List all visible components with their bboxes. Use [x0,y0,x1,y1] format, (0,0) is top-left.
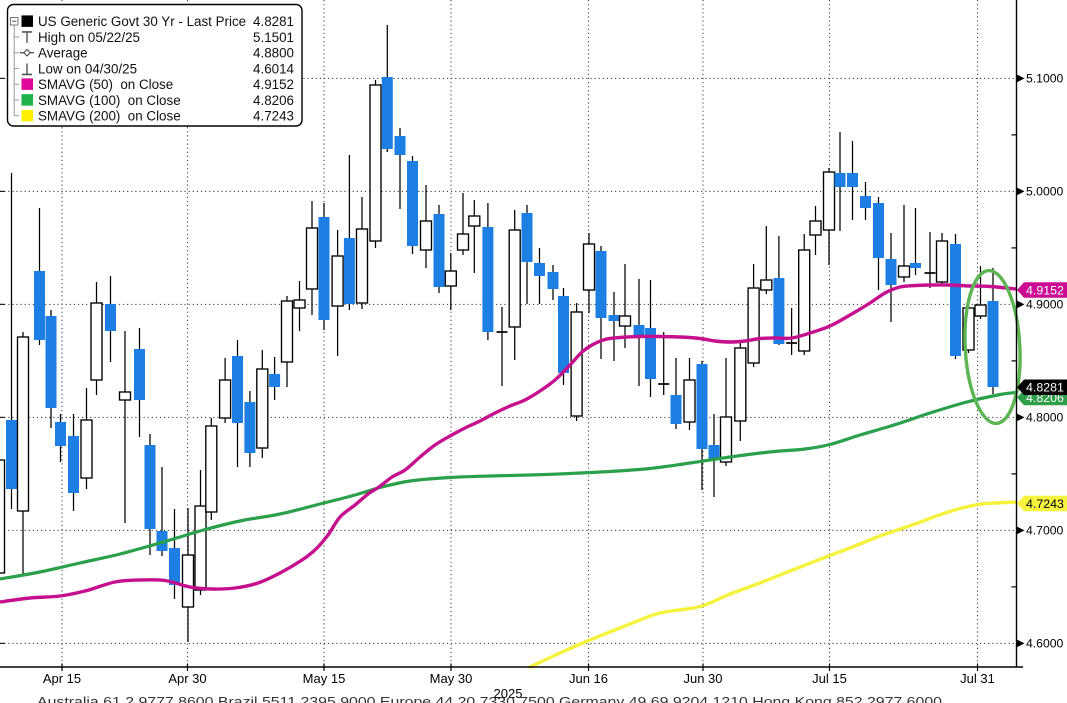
svg-text:Low on 04/30/25: Low on 04/30/25 [38,61,137,76]
svg-text:Jul 31: Jul 31 [960,671,995,686]
svg-text:4.9000: 4.9000 [1026,298,1063,312]
svg-text:4.8800: 4.8800 [253,46,294,61]
svg-text:Australia 61 2 9777 8600 Brazi: Australia 61 2 9777 8600 Brazil 5511 239… [37,694,942,703]
svg-text:Jun 30: Jun 30 [683,671,722,686]
svg-text:4.9152: 4.9152 [1026,283,1064,297]
svg-text:4.6014: 4.6014 [253,61,295,76]
svg-text:4.7243: 4.7243 [1026,497,1064,511]
svg-text:4.9152: 4.9152 [253,77,294,92]
svg-text:May 15: May 15 [303,671,346,686]
svg-text:US Generic Govt 30 Yr - Last P: US Generic Govt 30 Yr - Last Price [38,14,246,29]
svg-text:Jun 16: Jun 16 [569,671,608,686]
svg-text:SMAVG (50) on Close: SMAVG (50) on Close [38,77,173,92]
svg-text:2025: 2025 [494,686,523,701]
svg-text:4.7000: 4.7000 [1026,524,1063,538]
svg-text:4.7243: 4.7243 [253,109,294,124]
svg-text:5.1000: 5.1000 [1026,72,1063,86]
svg-text:5.1501: 5.1501 [253,30,294,45]
svg-text:4.8206: 4.8206 [253,93,294,108]
svg-text:5.0000: 5.0000 [1026,185,1063,199]
svg-text:4.8281: 4.8281 [1026,381,1064,395]
svg-text:High on 05/22/25: High on 05/22/25 [38,30,140,45]
svg-text:4.6000: 4.6000 [1026,637,1063,651]
svg-text:Average: Average [38,46,88,61]
svg-text:4.8281: 4.8281 [253,14,294,29]
svg-text:SMAVG (100) on Close: SMAVG (100) on Close [38,93,181,108]
svg-text:Apr 15: Apr 15 [43,671,81,686]
svg-text:May 30: May 30 [430,671,473,686]
svg-text:4.8000: 4.8000 [1026,411,1063,425]
svg-text:Apr 30: Apr 30 [168,671,206,686]
svg-text:Jul 15: Jul 15 [812,671,847,686]
svg-text:SMAVG (200) on Close: SMAVG (200) on Close [38,109,181,124]
